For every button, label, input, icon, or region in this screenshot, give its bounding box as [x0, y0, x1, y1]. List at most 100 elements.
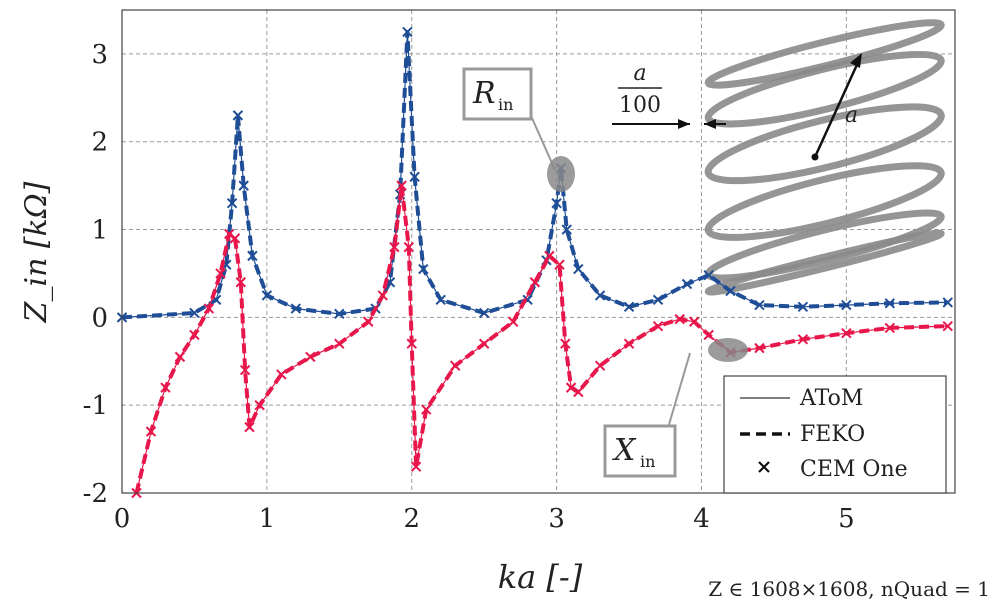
data-point-marker — [189, 329, 200, 341]
x-tick-label: 3 — [548, 504, 565, 534]
inset-helix-loop — [704, 50, 945, 128]
data-point-marker — [703, 329, 714, 341]
data-point-marker — [403, 241, 415, 253]
data-point-marker — [235, 277, 247, 288]
r-in-subscript: in — [498, 95, 513, 114]
data-point-marker — [841, 299, 852, 311]
y-tick-label: 2 — [91, 128, 108, 158]
data-point-marker — [421, 404, 432, 415]
footnote: Z ∈ 1608×1608, nQuad = 1 — [708, 577, 990, 601]
data-point-marker — [561, 224, 572, 235]
data-point-marker — [305, 351, 316, 363]
data-point-marker — [797, 334, 809, 345]
legend-label-feko: FEKO — [800, 422, 865, 447]
data-point-marker — [689, 316, 700, 327]
inset-labels: a 100 a — [618, 61, 858, 128]
data-point-marker — [226, 197, 238, 209]
data-point-marker — [244, 421, 255, 433]
data-point-marker — [942, 320, 953, 332]
data-point-marker — [363, 316, 374, 327]
data-point-marker — [573, 386, 584, 398]
data-point-marker — [725, 285, 736, 297]
data-point-marker — [145, 426, 157, 437]
legend-label-atom: AToM — [799, 386, 863, 411]
inset-radius-line — [813, 57, 862, 158]
r-in-annotation: R in — [462, 67, 575, 192]
legend: AToM FEKO CEM One — [723, 375, 947, 494]
data-point-marker — [406, 338, 417, 349]
data-point-marker — [239, 364, 251, 376]
x-tick-label: 1 — [259, 504, 276, 534]
data-point-marker — [247, 250, 258, 262]
data-point-marker — [551, 197, 562, 209]
x-in-label: X — [612, 433, 637, 468]
tick-labels: 0 1 2 3 4 5 -2 -1 0 1 2 3 — [83, 40, 855, 534]
data-point-marker — [160, 382, 171, 393]
x-tick-label: 0 — [114, 504, 131, 534]
data-point-marker — [276, 369, 287, 380]
inset-helix-loop — [704, 229, 945, 296]
data-point-marker — [703, 270, 714, 281]
data-point-marker — [529, 277, 541, 288]
x-tick-label: 5 — [838, 504, 855, 534]
data-point-marker — [623, 301, 635, 313]
data-point-marker — [410, 461, 422, 472]
data-point-marker — [594, 290, 606, 301]
data-point-marker — [681, 278, 693, 290]
data-point-marker — [418, 263, 429, 275]
inset-arrowhead-right — [704, 119, 716, 129]
data-point-marker — [754, 299, 765, 311]
inset-radius-label: a — [845, 103, 858, 128]
data-point-marker — [254, 399, 265, 411]
inset-helix-loop — [704, 103, 945, 185]
y-tick-label: -2 — [83, 479, 108, 509]
data-point-marker — [478, 338, 490, 349]
data-point-marker — [174, 351, 186, 363]
data-point-marker — [478, 307, 490, 319]
y-tick-label: -1 — [83, 391, 108, 421]
data-point-marker — [560, 338, 571, 349]
data-point-marker — [565, 382, 577, 393]
series-line-feko-0 — [121, 30, 948, 320]
x-tick-label: 4 — [693, 504, 710, 534]
plot-frame — [121, 9, 956, 494]
data-point-marker — [623, 338, 635, 349]
x-tick-label: 2 — [403, 504, 420, 534]
data-point-marker — [449, 360, 461, 371]
legend-marker-cross — [758, 461, 770, 473]
inset-fraction-numerator: a — [633, 61, 646, 86]
y-tick-label: 0 — [91, 303, 108, 333]
data-point-marker — [402, 26, 413, 38]
data-point-marker — [652, 294, 664, 306]
data-point-marker — [229, 233, 241, 244]
data-point-marker — [409, 171, 420, 183]
data-point-marker — [573, 263, 584, 275]
data-point-marker — [290, 303, 302, 314]
data-point-marker — [507, 316, 519, 327]
data-point-marker — [389, 241, 400, 253]
r-in-label: R — [472, 76, 496, 111]
data-point-marker — [215, 268, 226, 279]
y-axis-label: Z_in [kΩ] — [19, 181, 54, 323]
data-point-marker — [674, 313, 685, 325]
data-point-marker — [942, 297, 953, 308]
data-point-marker — [232, 110, 244, 121]
data-point-marker — [544, 250, 555, 262]
data-point-marker — [334, 308, 345, 320]
data-point-marker — [754, 342, 765, 354]
data-point-marker — [841, 327, 852, 339]
data-point-marker — [334, 338, 345, 349]
data-point-marker — [189, 307, 200, 319]
data-point-marker — [797, 301, 809, 313]
data-point-marker — [884, 322, 896, 334]
series-line-atom-0 — [121, 31, 948, 318]
data-point-marker — [377, 290, 388, 301]
inset-fraction-denominator: 100 — [619, 93, 661, 118]
data-point-marker — [594, 360, 606, 371]
data-point-marker — [396, 180, 407, 191]
data-point-marker — [203, 303, 215, 314]
y-tick-label: 3 — [91, 40, 108, 70]
data-point-marker — [652, 320, 664, 332]
data-point-marker — [554, 259, 565, 270]
